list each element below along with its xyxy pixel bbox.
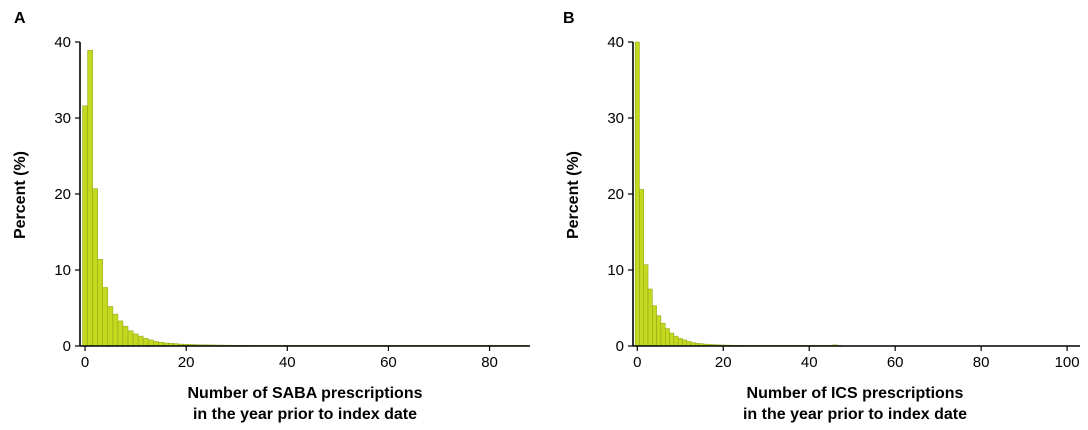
histogram-bar — [107, 306, 114, 347]
histogram-bar — [673, 335, 679, 347]
x-tick-label: 20 — [178, 354, 195, 371]
x-tick-label: 60 — [887, 354, 904, 371]
histogram-bar — [87, 50, 93, 347]
histogram-bar — [117, 320, 124, 347]
histogram-bar — [148, 339, 154, 347]
histogram-bar — [656, 315, 662, 347]
x-tick-label: 80 — [973, 354, 990, 371]
panel-a-label: A — [14, 10, 26, 27]
x-tick-label: 0 — [633, 354, 641, 371]
histogram-bar — [682, 339, 687, 347]
y-tick-label: 40 — [54, 34, 71, 51]
x-tick-label: 60 — [380, 354, 397, 371]
histogram-bar — [643, 264, 649, 347]
histogram-bar — [142, 338, 149, 347]
y-tick-label: 10 — [54, 262, 71, 279]
histogram-bar — [102, 287, 109, 347]
x-tick-label: 40 — [801, 354, 818, 371]
histogram-bar — [639, 189, 644, 347]
panel-a: A Percent (%) Number of SABA prescriptio… — [12, 10, 530, 423]
panel-b: B Percent (%) Number of ICS prescription… — [563, 10, 1080, 423]
y-tick-label: 0 — [63, 338, 71, 355]
panel-b-x-axis-label-line1: Number of ICS prescriptions — [747, 385, 964, 402]
panel-a-bars — [82, 50, 528, 347]
panel-b-y-axis-label: Percent (%) — [565, 151, 582, 239]
histogram-bar — [122, 325, 129, 347]
histogram-bar — [112, 313, 119, 347]
x-tick-label: 100 — [1055, 354, 1080, 371]
histogram-bar — [664, 328, 670, 347]
x-tick-label: 20 — [715, 354, 732, 371]
histogram-bar — [652, 305, 657, 347]
y-tick-label: 20 — [607, 186, 624, 203]
histogram-bar — [127, 330, 134, 347]
histogram-bar — [660, 322, 666, 347]
histogram-bar — [132, 333, 139, 347]
x-tick-label: 80 — [481, 354, 498, 371]
y-tick-label: 30 — [54, 110, 71, 127]
y-tick-label: 20 — [54, 186, 71, 203]
panel-b-bars — [634, 41, 842, 347]
histogram-bar — [647, 288, 653, 347]
panel-b-label: B — [563, 10, 575, 27]
histogram-bar — [669, 332, 675, 347]
panel-a-x-axis-label-line1: Number of SABA prescriptions — [188, 385, 423, 402]
panel-a-x-axis-label-line2: in the year prior to index date — [193, 406, 417, 423]
histogram-bar — [677, 338, 683, 347]
y-tick-label: 40 — [607, 34, 624, 51]
histogram-bar — [634, 41, 640, 347]
panel-a-y-axis-label: Percent (%) — [12, 151, 29, 239]
histogram-bar — [82, 105, 88, 347]
y-tick-label: 30 — [607, 110, 624, 127]
x-tick-label: 40 — [279, 354, 296, 371]
histogram-bar — [137, 335, 144, 347]
y-tick-label: 0 — [616, 338, 624, 355]
y-tick-label: 10 — [607, 262, 624, 279]
panel-b-x-axis-label-line2: in the year prior to index date — [743, 406, 967, 423]
histogram-bar — [97, 259, 104, 347]
x-tick-label: 0 — [81, 354, 89, 371]
histogram-bar — [92, 188, 98, 347]
